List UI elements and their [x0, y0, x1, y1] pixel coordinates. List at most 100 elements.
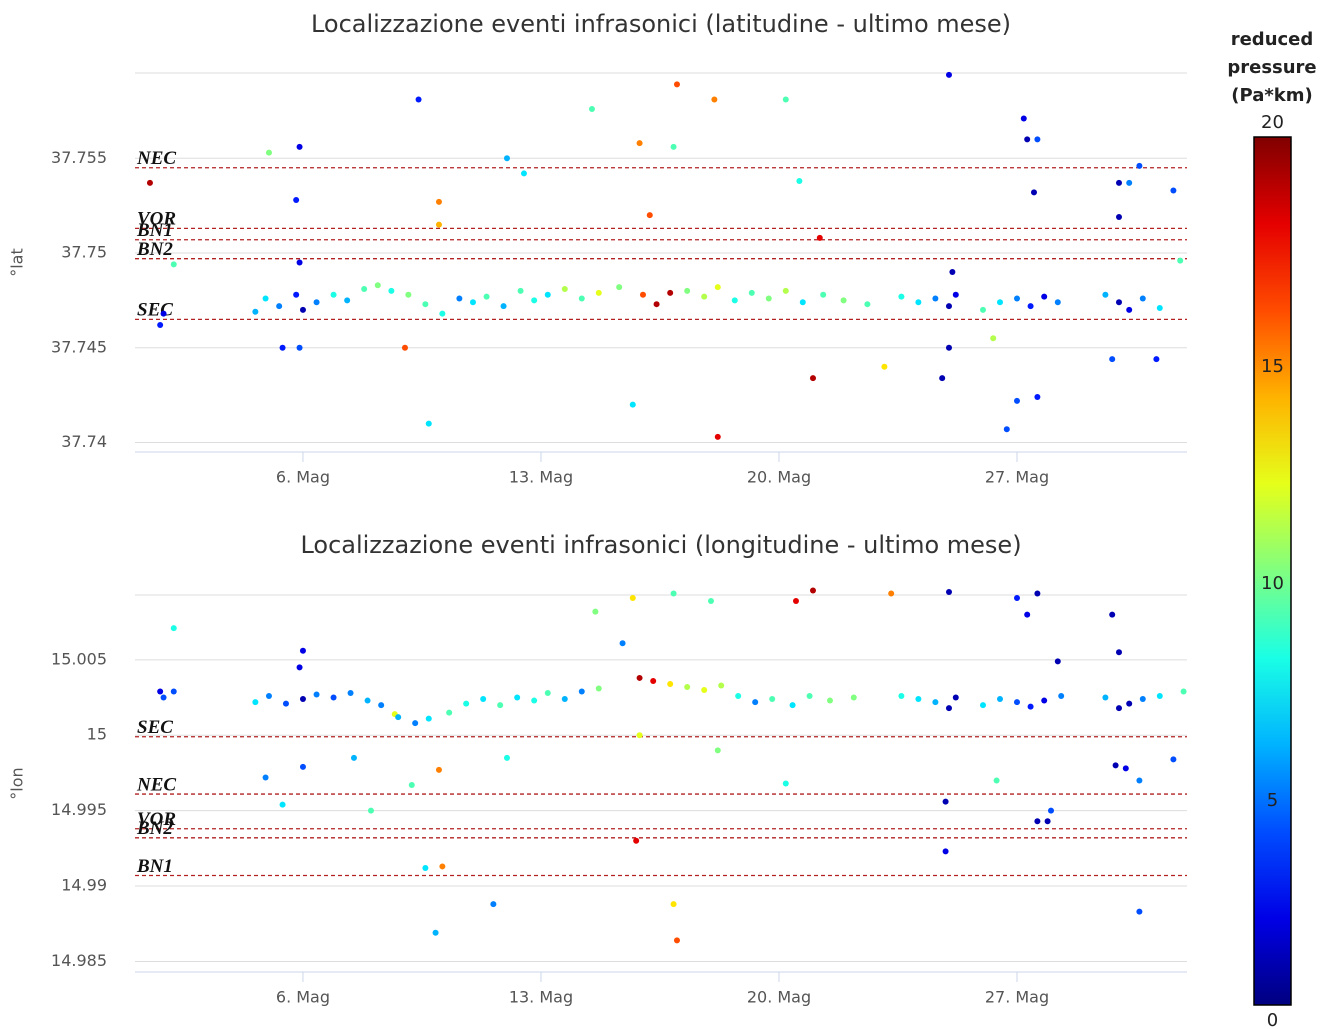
- event-point: [945, 588, 952, 595]
- event-point: [262, 774, 269, 781]
- event-point: [1058, 693, 1065, 700]
- event-point: [469, 299, 476, 306]
- event-point: [439, 863, 446, 870]
- event-point: [1115, 299, 1122, 306]
- x-tick-label: 6. Mag: [276, 468, 330, 487]
- event-point: [293, 291, 300, 298]
- event-point: [684, 287, 691, 294]
- event-point: [782, 287, 789, 294]
- event-point: [1013, 397, 1020, 404]
- event-point: [949, 268, 956, 275]
- chart-title: Localizzazione eventi infrasonici (longi…: [300, 531, 1021, 559]
- event-point: [1109, 611, 1116, 618]
- colorbar-title: (Pa*km): [1231, 85, 1312, 106]
- event-point: [517, 287, 524, 294]
- event-point: [670, 590, 677, 597]
- event-point: [344, 297, 351, 304]
- event-point: [412, 720, 419, 727]
- event-point: [945, 71, 952, 78]
- event-point: [364, 697, 371, 704]
- reference-label: NEC: [136, 774, 176, 795]
- event-point: [888, 590, 895, 597]
- y-tick-label: 37.745: [51, 337, 107, 356]
- event-point: [262, 295, 269, 302]
- event-point: [313, 299, 320, 306]
- event-point: [435, 198, 442, 205]
- event-point: [160, 694, 167, 701]
- event-point: [520, 170, 527, 177]
- event-point: [299, 306, 306, 313]
- event-point: [367, 807, 374, 814]
- event-point: [415, 96, 422, 103]
- colorbar-tick-label: 10: [1261, 573, 1284, 594]
- event-point: [711, 96, 718, 103]
- x-tick-label: 13. Mag: [509, 988, 573, 1007]
- x-tick-label: 13. Mag: [509, 468, 573, 487]
- event-point: [1115, 705, 1122, 712]
- event-point: [1034, 394, 1041, 401]
- event-point: [714, 284, 721, 291]
- event-point: [1024, 611, 1031, 618]
- event-point: [401, 344, 408, 351]
- event-point: [1034, 818, 1041, 825]
- event-point: [531, 697, 538, 704]
- x-tick-label: 27. Mag: [985, 988, 1049, 1007]
- event-point: [1115, 179, 1122, 186]
- x-tick-label: 20. Mag: [747, 468, 811, 487]
- colorbar-tick-label: 5: [1267, 790, 1278, 811]
- event-point: [945, 344, 952, 351]
- reference-label: VOR: [137, 209, 176, 230]
- reference-label: BN1: [136, 220, 173, 241]
- event-point: [707, 598, 714, 605]
- event-point: [252, 308, 259, 315]
- event-point: [1013, 699, 1020, 706]
- event-point: [578, 295, 585, 302]
- event-point: [330, 291, 337, 298]
- event-point: [809, 375, 816, 382]
- event-point: [684, 683, 691, 690]
- event-point: [1115, 649, 1122, 656]
- event-point: [1034, 136, 1041, 143]
- event-point: [361, 286, 368, 293]
- reference-label: BN1: [136, 856, 173, 877]
- event-point: [792, 598, 799, 605]
- event-point: [374, 282, 381, 289]
- event-point: [629, 401, 636, 408]
- event-point: [650, 677, 657, 684]
- event-point: [1136, 908, 1143, 915]
- y-tick-label: 37.74: [61, 432, 107, 451]
- event-point: [1041, 293, 1048, 300]
- event-point: [1054, 658, 1061, 665]
- event-point: [146, 179, 153, 186]
- event-point: [1156, 304, 1163, 311]
- event-point: [714, 433, 721, 440]
- event-point: [279, 801, 286, 808]
- reference-label: VOR: [137, 809, 176, 830]
- event-point: [500, 303, 507, 310]
- colorbar-title: pressure: [1227, 57, 1316, 78]
- event-point: [619, 640, 626, 647]
- chart-title: Localizzazione eventi infrasonici (latit…: [311, 10, 1011, 38]
- event-point: [765, 295, 772, 302]
- event-point: [1139, 696, 1146, 703]
- event-point: [806, 693, 813, 700]
- reference-label: NEC: [136, 148, 176, 169]
- event-point: [701, 293, 708, 300]
- event-point: [514, 694, 521, 701]
- event-point: [629, 595, 636, 602]
- reference-label: SEC: [137, 300, 173, 321]
- event-point: [1027, 303, 1034, 310]
- event-point: [425, 420, 432, 427]
- event-point: [735, 693, 742, 700]
- event-point: [1122, 765, 1129, 772]
- event-point: [157, 688, 164, 695]
- event-point: [864, 301, 871, 308]
- event-point: [667, 289, 674, 296]
- event-point: [480, 696, 487, 703]
- y-tick-label: 37.75: [61, 243, 107, 262]
- event-point: [1115, 214, 1122, 221]
- event-point: [1013, 295, 1020, 302]
- event-point: [939, 375, 946, 382]
- event-point: [752, 699, 759, 706]
- event-point: [1013, 595, 1020, 602]
